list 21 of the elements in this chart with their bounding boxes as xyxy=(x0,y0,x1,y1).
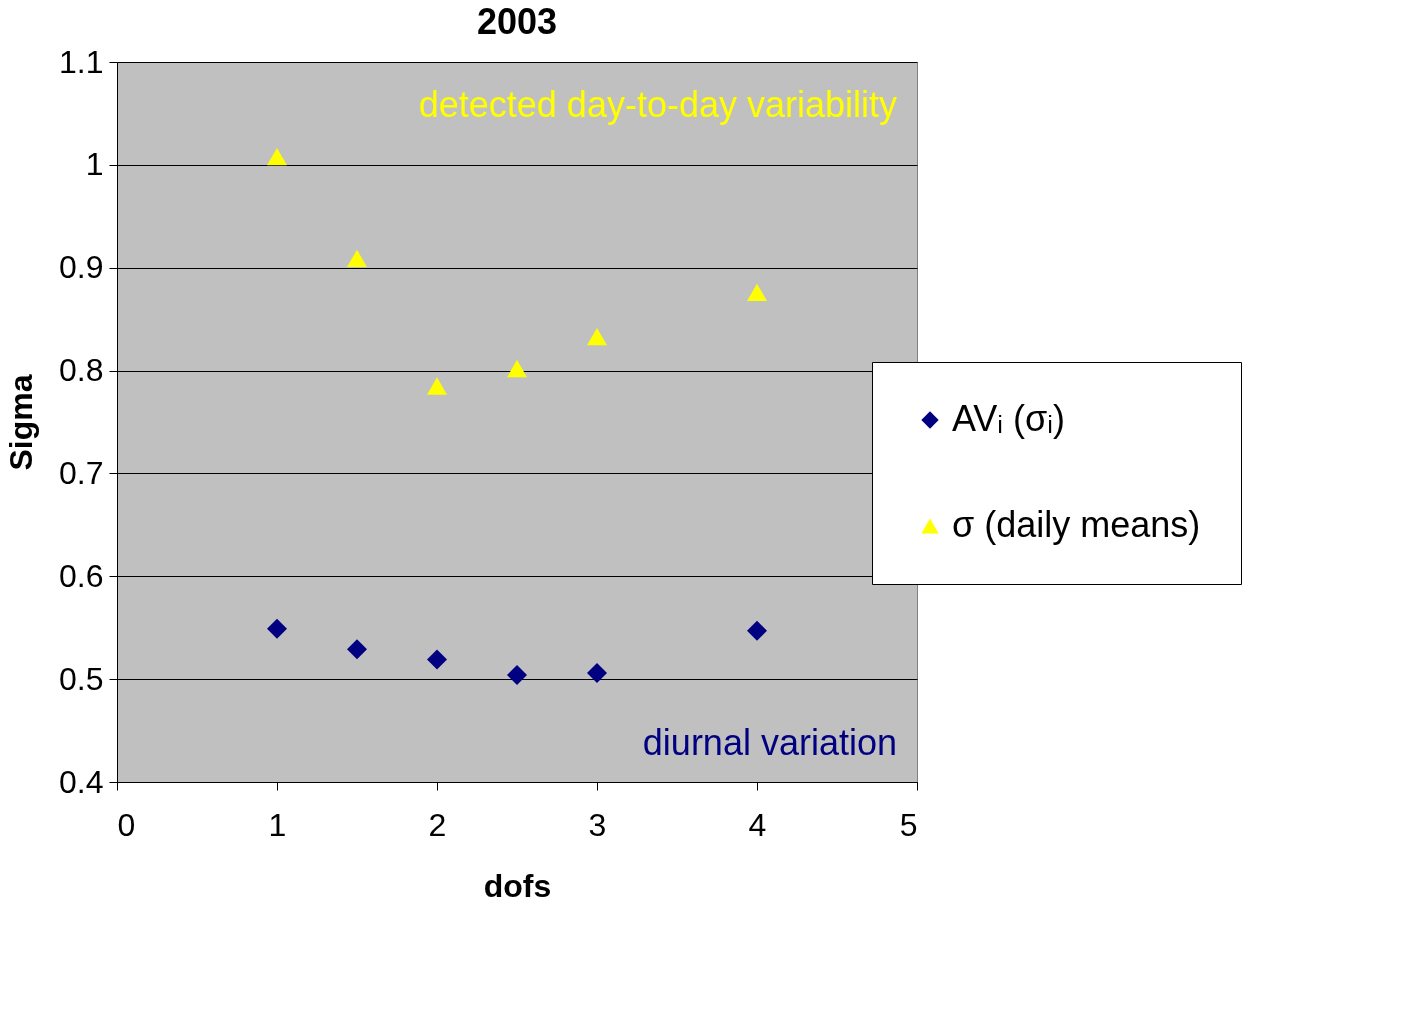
y-tick-label: 0.4 xyxy=(59,763,104,800)
legend-label: σ (daily means) xyxy=(952,504,1201,545)
chart-title: 2003 xyxy=(476,1,558,42)
y-tick-label: 0.8 xyxy=(59,352,104,389)
y-tick-label: 1.1 xyxy=(59,43,104,80)
y-tick-label: 0.7 xyxy=(59,454,104,491)
x-axis-title: dofs xyxy=(483,867,552,904)
y-tick-label: 0.9 xyxy=(59,249,104,286)
annotation: detected day-to-day variability xyxy=(418,84,897,125)
x-tick-label: 0 xyxy=(117,806,136,843)
x-tick-label: 5 xyxy=(899,806,918,843)
x-tick-label: 1 xyxy=(268,806,287,843)
y-tick-label: 0.6 xyxy=(59,557,104,594)
x-tick-label: 2 xyxy=(428,806,447,843)
y-tick-label: 1 xyxy=(85,146,104,183)
x-tick-label: 3 xyxy=(588,806,607,843)
legend-label: AVᵢ (σᵢ) xyxy=(952,398,1065,439)
y-tick-label: 0.5 xyxy=(59,660,104,697)
y-axis-title: Sigma xyxy=(3,374,40,471)
x-tick-label: 4 xyxy=(748,806,767,843)
annotation: diurnal variation xyxy=(642,722,897,763)
